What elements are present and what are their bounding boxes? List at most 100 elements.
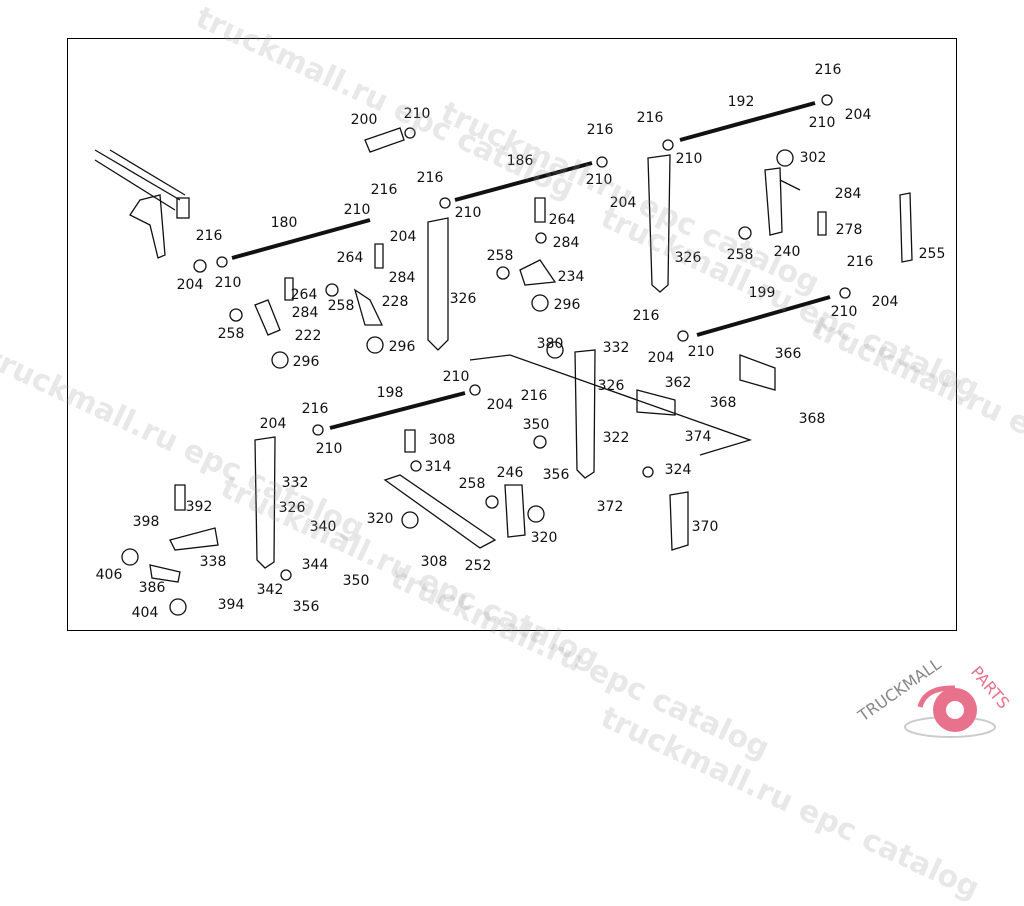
part-label: 210 xyxy=(343,202,371,218)
part-label: 392 xyxy=(185,499,213,515)
part-label: 258 xyxy=(327,298,355,314)
part-label: 340 xyxy=(309,519,337,535)
part-label: 386 xyxy=(138,580,166,596)
part-label: 308 xyxy=(420,554,448,570)
part-label: 356 xyxy=(292,599,320,615)
part-label: 204 xyxy=(844,107,872,123)
part-label: 258 xyxy=(486,248,514,264)
part-label: 264 xyxy=(548,212,576,228)
part-label: 296 xyxy=(553,297,581,313)
part-label: 332 xyxy=(602,340,630,356)
part-label: 210 xyxy=(403,106,431,122)
part-label: 216 xyxy=(416,170,444,186)
part-label: 192 xyxy=(727,94,755,110)
part-label: 255 xyxy=(918,246,946,262)
rod-198 xyxy=(329,391,466,430)
part-label: 216 xyxy=(814,62,842,78)
part-label: 210 xyxy=(830,304,858,320)
part-label: 186 xyxy=(506,153,534,169)
part-label: 324 xyxy=(664,462,692,478)
part-label: 240 xyxy=(773,244,801,260)
part-label: 204 xyxy=(871,294,899,310)
part-label: 284 xyxy=(552,235,580,251)
part-label: 320 xyxy=(530,530,558,546)
part-label: 199 xyxy=(748,285,776,301)
part-label: 210 xyxy=(442,369,470,385)
part-label: 210 xyxy=(454,205,482,221)
part-label: 342 xyxy=(256,582,284,598)
part-label: 252 xyxy=(464,558,492,574)
part-label: 234 xyxy=(557,269,585,285)
part-label: 356 xyxy=(542,467,570,483)
part-label: 338 xyxy=(199,554,227,570)
part-label: 204 xyxy=(647,350,675,366)
part-label: 216 xyxy=(632,308,660,324)
part-label: 200 xyxy=(350,112,378,128)
truckmall-parts-logo: TRUCKMALL PARTS xyxy=(855,654,1013,738)
part-label: 326 xyxy=(674,250,702,266)
part-label: 326 xyxy=(597,378,625,394)
part-label: 216 xyxy=(636,110,664,126)
part-label: 314 xyxy=(424,459,452,475)
part-label: 366 xyxy=(774,346,802,362)
nuts-and-washers xyxy=(121,94,851,616)
part-label: 210 xyxy=(315,441,343,457)
part-label: 326 xyxy=(449,291,477,307)
part-label: 350 xyxy=(342,573,370,589)
part-label: 216 xyxy=(195,228,223,244)
part-label: 204 xyxy=(389,229,417,245)
part-label: 204 xyxy=(259,416,287,432)
part-label: 258 xyxy=(217,326,245,342)
lever-326 xyxy=(574,349,596,479)
part-label: 296 xyxy=(292,354,320,370)
part-label: 258 xyxy=(458,476,486,492)
lever-326 xyxy=(427,217,449,351)
part-label: 216 xyxy=(301,401,329,417)
part-label: 204 xyxy=(486,397,514,413)
part-label: 216 xyxy=(846,254,874,270)
part-label: 374 xyxy=(684,429,712,445)
part-label: 368 xyxy=(798,411,826,427)
part-label: 264 xyxy=(290,287,318,303)
part-label: 322 xyxy=(602,430,630,446)
part-label: 394 xyxy=(217,597,245,613)
part-label: 246 xyxy=(496,465,524,481)
parts-drawing xyxy=(94,94,913,616)
part-label: 332 xyxy=(281,475,309,491)
part-label: 362 xyxy=(664,375,692,391)
part-label: 350 xyxy=(522,417,550,433)
part-label: 198 xyxy=(376,385,404,401)
part-label: 216 xyxy=(370,182,398,198)
part-label: 210 xyxy=(585,172,613,188)
part-label: 284 xyxy=(291,305,319,321)
part-label: 216 xyxy=(586,122,614,138)
rods xyxy=(231,101,831,430)
part-label: 302 xyxy=(799,150,827,166)
lever-326 xyxy=(647,154,671,293)
part-label: 370 xyxy=(691,519,719,535)
part-label: 264 xyxy=(336,250,364,266)
part-label: 308 xyxy=(428,432,456,448)
gear-icon xyxy=(904,685,996,738)
part-label: 368 xyxy=(709,395,737,411)
part-label: 180 xyxy=(270,215,298,231)
part-label: 210 xyxy=(214,275,242,291)
frame-rail xyxy=(94,149,190,259)
part-label: 204 xyxy=(609,195,637,211)
rod-186 xyxy=(454,161,593,202)
part-label: 210 xyxy=(808,115,836,131)
diagram-frame xyxy=(67,38,957,631)
rod-180 xyxy=(231,218,371,260)
part-label: 222 xyxy=(294,328,322,344)
brackets xyxy=(149,167,913,583)
part-label: 278 xyxy=(835,222,863,238)
part-label: 296 xyxy=(388,339,416,355)
part-label: 398 xyxy=(132,514,160,530)
part-label: 284 xyxy=(388,270,416,286)
rod-199 xyxy=(696,295,831,337)
part-label: 204 xyxy=(176,277,204,293)
part-label: 210 xyxy=(675,151,703,167)
part-label: 320 xyxy=(366,511,394,527)
part-label: 344 xyxy=(301,557,329,573)
part-label: 380 xyxy=(536,336,564,352)
